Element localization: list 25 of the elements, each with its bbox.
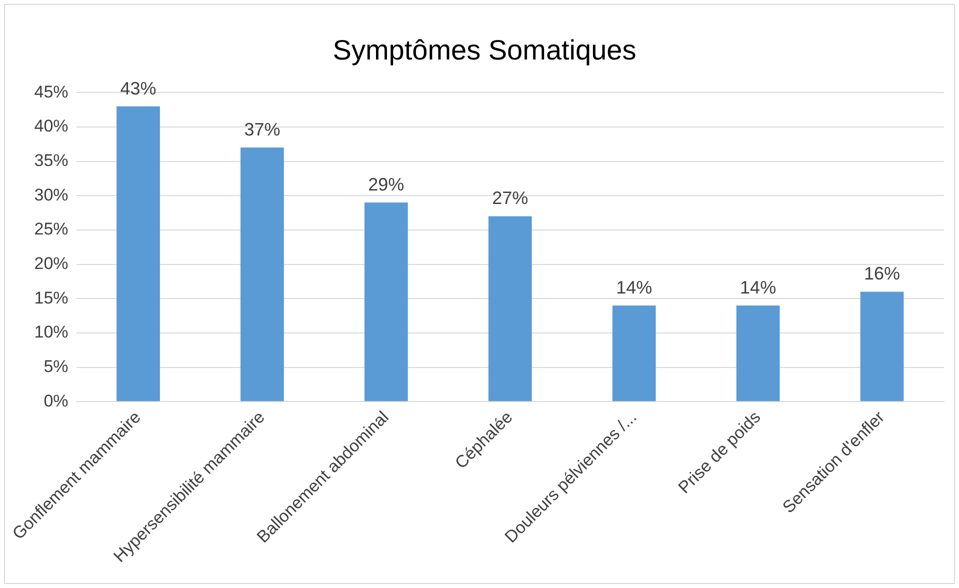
y-tick-label: 0%: [44, 391, 68, 410]
y-tick-label: 30%: [34, 185, 68, 204]
y-tick-label: 10%: [34, 322, 68, 342]
bar: [364, 202, 408, 402]
bar: [736, 305, 780, 402]
y-tick-label: 5%: [44, 356, 68, 376]
y-tick-label: 20%: [34, 254, 68, 273]
data-label: 27%: [492, 188, 528, 208]
data-label: 16%: [864, 264, 900, 284]
bar: [116, 106, 160, 402]
y-tick-label: 15%: [34, 288, 68, 308]
data-label: 37%: [244, 120, 280, 140]
data-label: 29%: [368, 174, 404, 194]
data-label: 14%: [740, 277, 776, 298]
y-tick-label: 35%: [34, 150, 68, 170]
data-label: 43%: [120, 78, 156, 98]
bar: [860, 292, 904, 402]
y-tick-label: 45%: [34, 82, 68, 102]
y-tick-label: 25%: [34, 220, 68, 239]
bar: [488, 216, 532, 402]
data-label: 14%: [616, 277, 652, 298]
bar: [612, 305, 656, 402]
bar: [240, 148, 284, 402]
chart-title: Symptômes Somatiques: [332, 34, 636, 66]
y-tick-label: 40%: [34, 116, 68, 136]
